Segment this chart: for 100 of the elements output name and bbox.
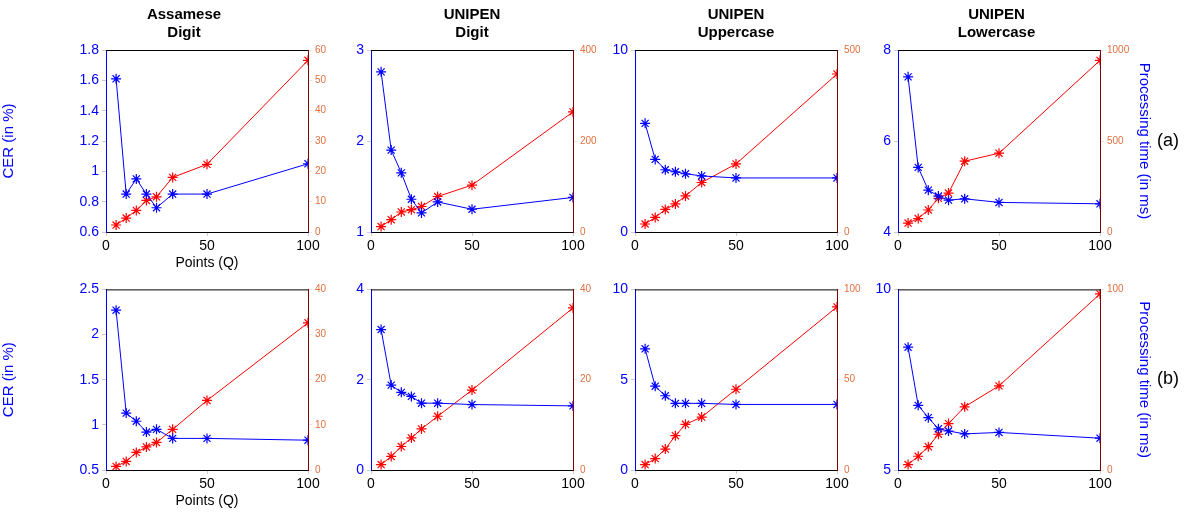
point [140,426,152,438]
point [385,379,397,391]
point [902,458,914,470]
point [432,410,444,422]
point [639,458,651,470]
point [730,158,742,170]
point [201,158,213,170]
point [639,343,651,355]
point [120,212,132,224]
y2-tick-label: 40 [315,104,327,116]
x-axis-title: Points (Q) [175,254,239,271]
point [395,206,407,218]
chart-title: UNIPEN Digit [443,5,501,41]
point [669,397,681,409]
point [912,161,924,173]
point [120,407,132,419]
point [375,323,387,336]
y2-tick-label: 50 [844,373,856,385]
point [375,220,387,232]
point [385,450,397,463]
point [942,194,955,206]
y-tick-label: 4 [883,222,892,239]
x-tick-label: 50 [728,237,744,254]
y-tick-label: 1.8 [79,40,100,57]
point [201,432,213,444]
x-tick-label: 100 [1088,237,1112,254]
x-tick-label: 0 [102,237,111,254]
point [140,441,152,453]
point [167,423,179,435]
point [993,380,1005,392]
y2-tick-label: 20 [315,165,327,177]
y2-tick-label: 40 [315,283,327,295]
point [130,415,142,427]
y-tick-label: 0.8 [79,192,100,209]
y2-tick-label: 500 [1107,134,1125,146]
y2-tick-label: 0 [844,225,850,237]
y2-tick-label: 0 [580,225,586,237]
y-tick-label: 0 [356,460,365,477]
y2-tick-label: 30 [315,328,327,340]
y2-tick-label: 10 [315,195,327,207]
point [110,219,122,231]
x-tick-label: 50 [728,475,744,492]
point [110,460,122,470]
point [649,211,661,224]
point [130,204,142,217]
point [375,458,387,470]
y-tick-label: 1 [356,222,365,239]
point [405,390,417,403]
y-tick-label: 1 [91,415,100,432]
y2-tick-label: 0 [315,225,321,237]
y2-tick-label: 0 [1107,225,1113,237]
point [679,190,692,202]
x-tick-label: 100 [561,475,585,492]
y-tick-label: 10 [875,280,892,297]
point [669,166,681,178]
point [405,193,417,205]
point [902,71,914,83]
point [696,397,708,409]
y2-tick-label: 500 [844,43,862,55]
point [902,341,914,353]
point [659,443,671,455]
point [993,426,1005,439]
point [679,418,692,430]
point [167,188,179,200]
y-tick-label: 1 [91,162,100,179]
point [385,144,397,156]
point [942,425,955,437]
y-tick-label: 0 [620,460,629,477]
point [730,172,742,184]
x-tick-label: 100 [1088,475,1112,492]
point [432,196,444,208]
x-tick-label: 0 [367,237,376,254]
point [669,198,681,210]
y-tick-label: 2 [356,131,365,148]
point [912,399,924,411]
point [150,436,163,449]
point [659,203,671,216]
y-tick-label: 2 [91,325,100,342]
point [922,204,934,216]
x-tick-label: 0 [367,475,376,492]
point [150,191,163,203]
point [993,196,1005,209]
chart-title: Assamese Digit [146,5,222,41]
x-tick-label: 50 [991,237,1007,254]
point [679,397,692,409]
point [659,164,671,176]
point [375,66,387,78]
point [912,212,924,225]
y2-tick-label: 20 [580,373,592,385]
y-tick-label: 1.2 [79,131,100,148]
point [669,430,681,442]
point [730,383,742,395]
x-tick-label: 0 [631,475,640,492]
point [649,380,661,392]
y-tick-label: 1.5 [79,370,100,387]
point [150,202,163,214]
point [639,117,651,129]
y2-tick-label: 20 [315,373,327,385]
point [922,184,934,196]
point [959,428,971,440]
